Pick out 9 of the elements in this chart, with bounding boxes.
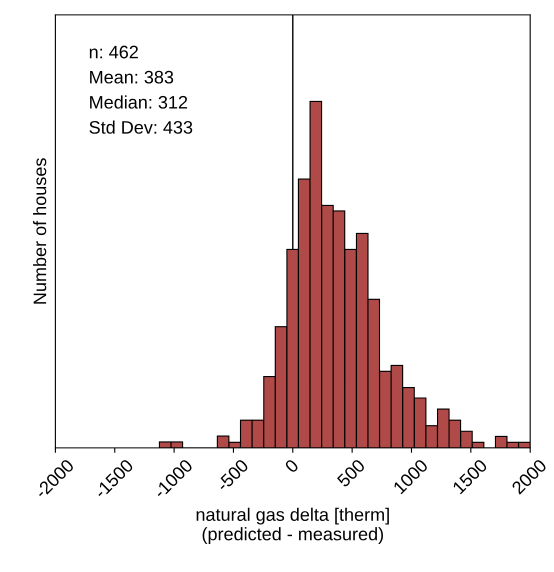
x-tick-label: -500	[216, 458, 250, 492]
x-tick-label: 0	[284, 458, 300, 474]
annotation: Std Dev: 433	[89, 120, 192, 134]
y-axis-title: Number of houses	[33, 158, 46, 304]
text: n: 462	[90, 46, 138, 58]
annotation: Median: 312	[90, 95, 188, 109]
x-tick-label: 500	[336, 458, 366, 488]
text: Mean: 383	[90, 70, 174, 84]
x-axis-title: natural gas delta [therm] (predicted - measured)	[196, 508, 389, 544]
